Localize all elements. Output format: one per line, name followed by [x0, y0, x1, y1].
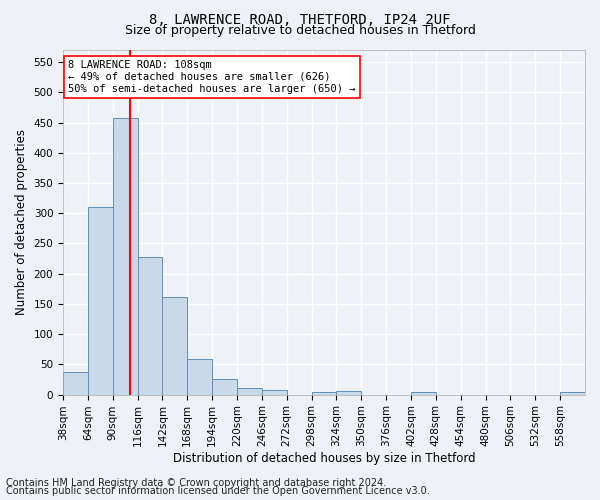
Bar	[63, 372, 88, 394]
Bar	[560, 392, 585, 394]
Bar	[137, 257, 163, 394]
Bar	[411, 392, 436, 394]
X-axis label: Distribution of detached houses by size in Thetford: Distribution of detached houses by size …	[173, 452, 475, 465]
Bar	[187, 359, 212, 394]
Text: Contains public sector information licensed under the Open Government Licence v3: Contains public sector information licen…	[6, 486, 430, 496]
Bar	[337, 391, 361, 394]
Text: Size of property relative to detached houses in Thetford: Size of property relative to detached ho…	[125, 24, 475, 37]
Bar	[212, 380, 237, 394]
Text: 8 LAWRENCE ROAD: 108sqm
← 49% of detached houses are smaller (626)
50% of semi-d: 8 LAWRENCE ROAD: 108sqm ← 49% of detache…	[68, 60, 356, 94]
Bar	[88, 206, 113, 394]
Bar	[311, 392, 337, 394]
Bar	[262, 390, 287, 394]
Text: 8, LAWRENCE ROAD, THETFORD, IP24 2UF: 8, LAWRENCE ROAD, THETFORD, IP24 2UF	[149, 12, 451, 26]
Bar	[113, 118, 137, 394]
Bar	[163, 298, 187, 394]
Y-axis label: Number of detached properties: Number of detached properties	[15, 130, 28, 316]
Bar	[237, 388, 262, 394]
Text: Contains HM Land Registry data © Crown copyright and database right 2024.: Contains HM Land Registry data © Crown c…	[6, 478, 386, 488]
